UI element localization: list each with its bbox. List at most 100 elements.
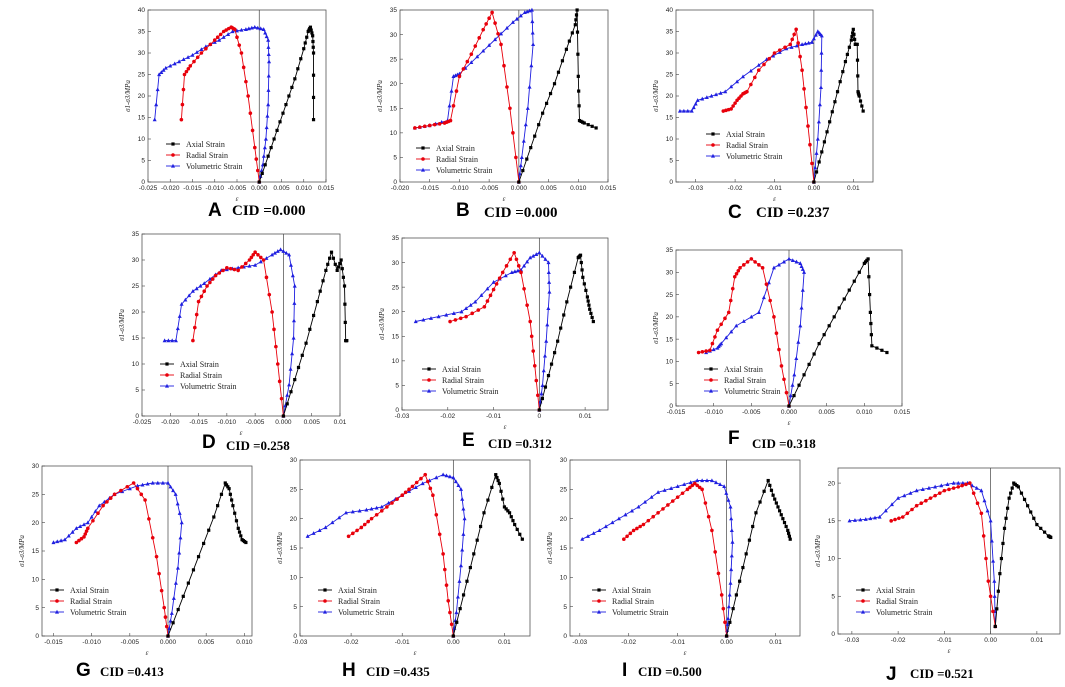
data-point-axial-h (496, 478, 500, 483)
data-point-volumetric-d (170, 338, 175, 343)
x-tick-label-d: -0.010 (218, 419, 237, 426)
y-axis-title-h: σ1-σ3/MPa (276, 532, 284, 564)
data-point-radial-b (499, 42, 503, 47)
y-tick-label-g: 10 (32, 577, 40, 584)
data-point-volumetric-e (534, 252, 539, 256)
data-point-volumetric-g (171, 488, 176, 493)
data-point-volumetric-a (246, 26, 251, 31)
y-tick-label-h: 30 (290, 457, 298, 464)
data-point-volumetric-g (173, 492, 178, 496)
data-point-radial-i (710, 528, 714, 533)
data-point-radial-b (505, 85, 509, 89)
data-point-radial-a (254, 157, 259, 161)
x-tick-label-a: 0.010 (296, 185, 313, 192)
data-point-axial-g (230, 498, 234, 502)
y-tick-label-a: 35 (138, 29, 146, 36)
x-tick-label-g: 0.000 (160, 639, 177, 646)
data-point-radial-f (768, 298, 772, 303)
data-point-axial-f (868, 292, 872, 297)
y-tick-label-g: 30 (32, 463, 40, 470)
data-point-volumetric-a (261, 27, 266, 31)
data-point-radial-a (195, 55, 200, 60)
y-tick-label-b: 5 (393, 155, 397, 162)
data-point-volumetric-i (675, 484, 680, 488)
data-point-volumetric-j (956, 480, 961, 485)
series-axial-g (166, 481, 248, 638)
data-point-volumetric-j (974, 485, 979, 490)
data-point-radial-d (236, 268, 240, 273)
data-point-volumetric-f (794, 259, 799, 264)
data-point-radial-b (502, 63, 506, 68)
y-axis-title-g: σ1-σ3/MPa (18, 535, 26, 567)
legend-marker-volumetric-i (597, 609, 601, 614)
panel-f-label: F (728, 428, 740, 449)
data-point-axial-c (817, 160, 821, 164)
data-point-radial-d (202, 289, 207, 293)
data-point-volumetric-a (266, 73, 271, 78)
x-tick-label-f: -0.010 (704, 409, 723, 416)
data-point-volumetric-f (776, 262, 781, 267)
y-tick-label-i: 25 (560, 487, 568, 494)
series-line-volumetric-b (414, 9, 534, 183)
x-tick-label-b: 0.010 (570, 185, 587, 192)
data-point-axial-d (312, 313, 316, 318)
y-tick-label-g: 20 (32, 520, 40, 527)
data-point-volumetric-i (695, 478, 700, 483)
data-point-radial-c (777, 48, 782, 52)
data-point-axial-i (734, 593, 738, 597)
series-radial-c (721, 27, 816, 184)
data-point-volumetric-i (585, 534, 590, 538)
data-point-volumetric-a (221, 35, 226, 39)
data-point-axial-i (782, 520, 787, 525)
data-point-radial-d (267, 292, 272, 297)
data-point-axial-a (287, 94, 291, 98)
data-point-axial-f (868, 310, 872, 314)
data-point-radial-g (125, 484, 130, 489)
data-point-axial-e (556, 339, 560, 343)
data-point-volumetric-h (454, 610, 459, 615)
data-point-radial-h (359, 525, 364, 530)
data-point-radial-g (162, 605, 166, 610)
data-point-volumetric-g (155, 480, 160, 485)
data-point-radial-e (514, 257, 519, 262)
legend-marker-axial-j (861, 588, 865, 592)
data-point-radial-g (91, 518, 95, 523)
data-point-axial-i (744, 552, 748, 556)
data-point-radial-j (947, 487, 951, 492)
y-tick-label-d: 15 (132, 335, 140, 342)
data-point-volumetric-c (815, 136, 820, 141)
data-point-radial-c (772, 51, 777, 55)
data-point-radial-c (802, 87, 806, 91)
data-point-radial-i (723, 620, 727, 625)
data-point-volumetric-a (267, 59, 272, 64)
data-point-volumetric-a (190, 52, 195, 57)
data-point-axial-h (455, 620, 459, 624)
data-point-radial-d (199, 294, 204, 299)
x-tick-label-i: -0.01 (670, 639, 685, 646)
data-point-axial-e (581, 275, 585, 279)
data-point-radial-e (494, 282, 499, 286)
chart-b: -0.020 -0.015 -0.010 -0.005 0.000 0.005 0.010 0… (376, 7, 617, 203)
data-point-radial-f (764, 282, 769, 286)
x-axis-title-j: ε (948, 647, 951, 655)
data-point-axial-g (231, 504, 235, 508)
y-tick-label-c: 5 (669, 158, 673, 165)
data-point-axial-f (822, 333, 826, 337)
data-point-axial-d (293, 378, 297, 382)
x-tick-label-a: -0.015 (183, 185, 202, 192)
data-point-axial-i (786, 528, 790, 532)
chart-j: -0.03 -0.02 -0.01 0.00 0.01 0 5 10 15 20 ε σ1-σ3/MP… (814, 467, 1061, 655)
data-point-axial-c (841, 70, 845, 74)
legend-marker-volumetric-b (421, 167, 425, 172)
data-point-radial-h (403, 490, 408, 495)
y-tick-label-c: 20 (666, 93, 674, 100)
data-point-radial-i (680, 491, 685, 496)
data-point-axial-h (475, 538, 479, 542)
x-axis-title-d: ε (240, 429, 243, 437)
data-point-volumetric-a (163, 65, 168, 70)
legend-marker-axial-i (597, 588, 601, 592)
data-point-volumetric-c (816, 119, 821, 124)
data-point-volumetric-f (734, 323, 739, 328)
y-tick-label-c: 40 (666, 7, 674, 14)
x-axis-title-f: ε (788, 419, 791, 427)
